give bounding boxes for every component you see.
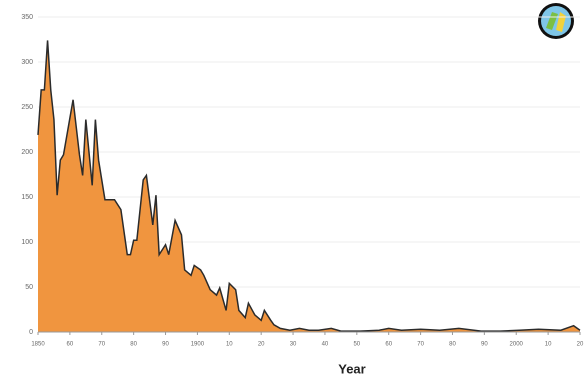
area	[38, 40, 580, 333]
x-tick-label: 60	[385, 342, 392, 348]
logo	[538, 3, 574, 39]
x-tick-label: 10	[545, 342, 552, 348]
x-tick-label: 80	[130, 342, 137, 348]
x-tick-label: 10	[226, 342, 233, 348]
x-tick-label: 20	[577, 342, 584, 348]
y-tick-label: 250	[21, 104, 33, 111]
x-tick-label: 70	[417, 342, 424, 348]
x-tick-label: 70	[98, 342, 105, 348]
y-tick-label: 50	[25, 284, 33, 291]
x-tick-label: 90	[162, 342, 169, 348]
x-tick-label: 50	[353, 342, 360, 348]
x-tick-label: 20	[258, 342, 265, 348]
y-tick-label: 150	[21, 194, 33, 201]
x-tick-label: 90	[481, 342, 488, 348]
y-tick-label: 100	[21, 239, 33, 246]
y-tick-label: 200	[21, 149, 33, 156]
y-tick-label: 300	[21, 59, 33, 66]
y-tick-label: 350	[21, 14, 33, 21]
x-tick-label: 80	[449, 342, 456, 348]
x-tick-label: 40	[322, 342, 329, 348]
area-line	[37, 40, 581, 332]
x-axis-label: Year	[338, 361, 365, 376]
x-tick-label: 1850	[31, 342, 45, 348]
x-tick-label: 2000	[510, 342, 524, 348]
x-tick-label: 60	[67, 342, 74, 348]
y-tick-label: 0	[29, 329, 33, 336]
x-tick-label: 1900	[191, 342, 205, 348]
x-tick-label: 30	[290, 342, 297, 348]
